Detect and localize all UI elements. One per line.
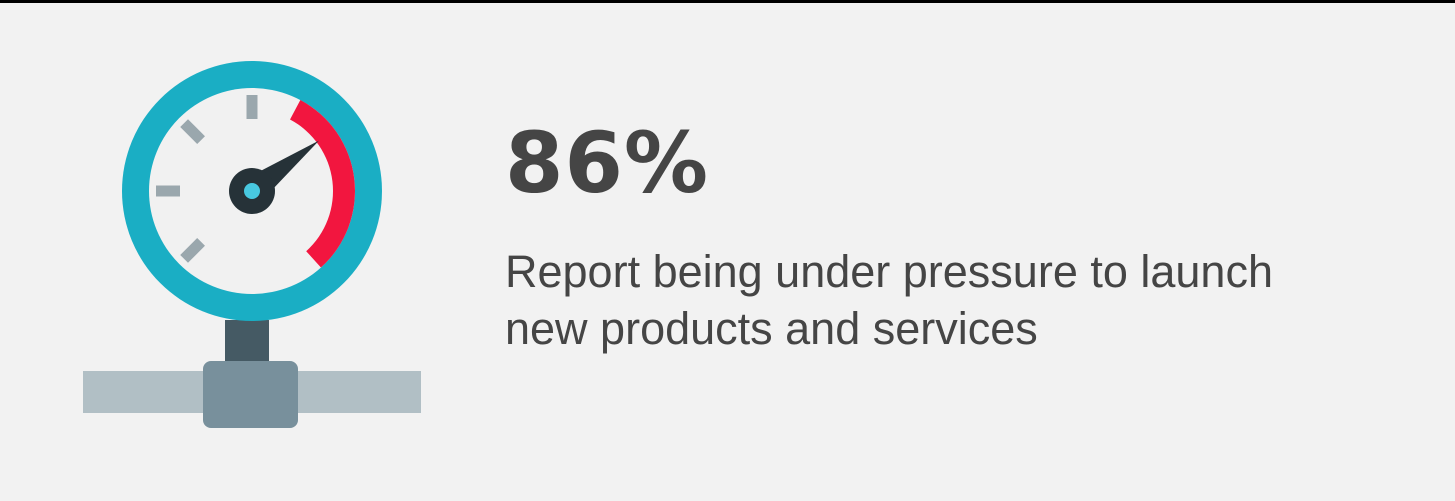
pressure-gauge-icon (80, 58, 425, 438)
gauge-tick (180, 238, 205, 263)
gauge-ticks (156, 95, 258, 263)
stat-caption: Report being under pressure to launch ne… (505, 246, 1273, 355)
stat-value: 86% (505, 114, 710, 212)
gauge-needle-center (244, 183, 260, 199)
pressure-gauge-graphic (83, 61, 421, 428)
gauge-stem (225, 320, 269, 365)
stat-block: 86% Report being under pressure to launc… (505, 121, 1425, 357)
gauge-danger-zone (290, 100, 356, 268)
pipe-fitting (203, 361, 298, 428)
gauge-tick (180, 119, 205, 144)
